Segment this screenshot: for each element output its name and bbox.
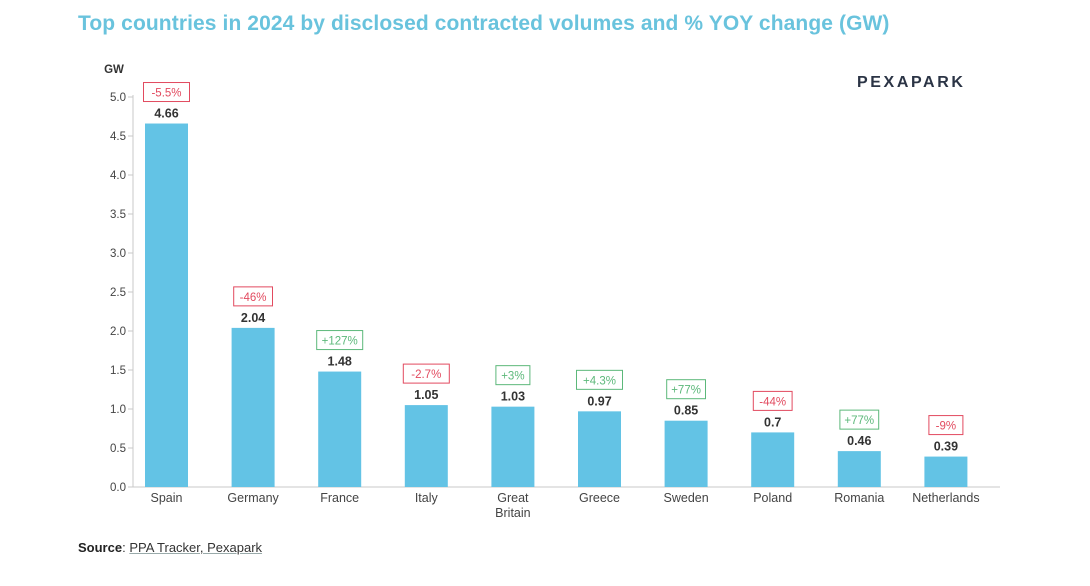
x-category-label: Spain [151,491,183,505]
yoy-change-box [233,286,273,307]
yoy-change-label: -2.7% [411,369,441,381]
yoy-change-label: +3% [501,371,524,383]
y-tick-label: 0.0 [110,482,126,494]
bar [318,371,362,487]
x-category-label: Sweden [664,491,709,505]
y-tick-label: 3.5 [110,209,126,221]
y-axis-unit-label: GW [104,64,124,76]
yoy-change-box [316,330,364,351]
y-tick-label: 2.0 [110,326,126,338]
yoy-change-box [402,363,450,384]
yoy-change-box [928,415,964,436]
source-label: Source [78,540,123,555]
y-tick-label: 5.0 [110,92,126,104]
bar [578,411,621,487]
yoy-change-box [143,82,190,103]
bar [491,406,535,487]
bar-value-label: 2.04 [241,311,265,325]
x-category-label: Britain [495,506,530,520]
bar [145,123,188,488]
bar-value-label: 0.39 [934,440,958,454]
bar-value-label: 1.48 [328,355,352,369]
yoy-change-box [752,390,793,411]
y-tick-label: 4.0 [110,170,126,182]
bar [404,405,448,487]
yoy-change-box [576,369,623,390]
source-note: Source: PPA Tracker, Pexapark [78,540,262,555]
bar [751,432,795,487]
yoy-change-box [839,409,880,430]
yoy-change-label: -44% [759,396,786,408]
bar [924,456,968,487]
y-tick-label: 3.0 [110,248,126,260]
x-category-label: Great [497,491,529,505]
y-tick-label: 1.5 [110,365,126,377]
yoy-change-box [666,379,707,400]
chart-title: Top countries in 2024 by disclosed contr… [78,12,890,35]
bar-value-label: 0.97 [587,394,611,408]
x-category-label: Italy [415,491,439,505]
yoy-change-label: +77% [671,385,701,397]
y-tick-label: 2.5 [110,287,126,299]
x-category-label: France [320,491,359,505]
bar-value-label: 1.05 [414,388,438,402]
y-tick-label: 4.5 [110,131,126,143]
bar-value-label: 0.46 [847,434,871,448]
y-tick-label: 1.0 [110,404,126,416]
bar-value-label: 1.03 [501,390,525,404]
x-category-label: Netherlands [912,491,979,505]
yoy-change-box [495,365,531,386]
x-category-label: Germany [227,491,279,505]
bar [231,327,275,487]
bar [664,420,708,487]
source-separator: : [122,540,126,555]
x-category-label: Poland [753,491,792,505]
yoy-change-label: -5.5% [151,88,181,100]
yoy-change-label: +127% [322,336,358,348]
bar-value-label: 0.85 [674,404,698,418]
x-category-label: Romania [834,491,884,505]
pexapark-logo: PEXAPARK [857,74,966,91]
bar-value-label: 0.7 [764,415,781,429]
yoy-change-label: +4.3% [583,375,616,387]
yoy-change-label: -9% [936,421,956,433]
x-category-label: Greece [579,491,620,505]
source-text[interactable]: PPA Tracker, Pexapark [129,540,263,555]
y-tick-label: 0.5 [110,443,126,455]
bar-value-label: 4.66 [154,107,178,121]
yoy-change-label: -46% [240,292,267,304]
bar [837,451,881,487]
yoy-change-label: +77% [844,415,874,427]
